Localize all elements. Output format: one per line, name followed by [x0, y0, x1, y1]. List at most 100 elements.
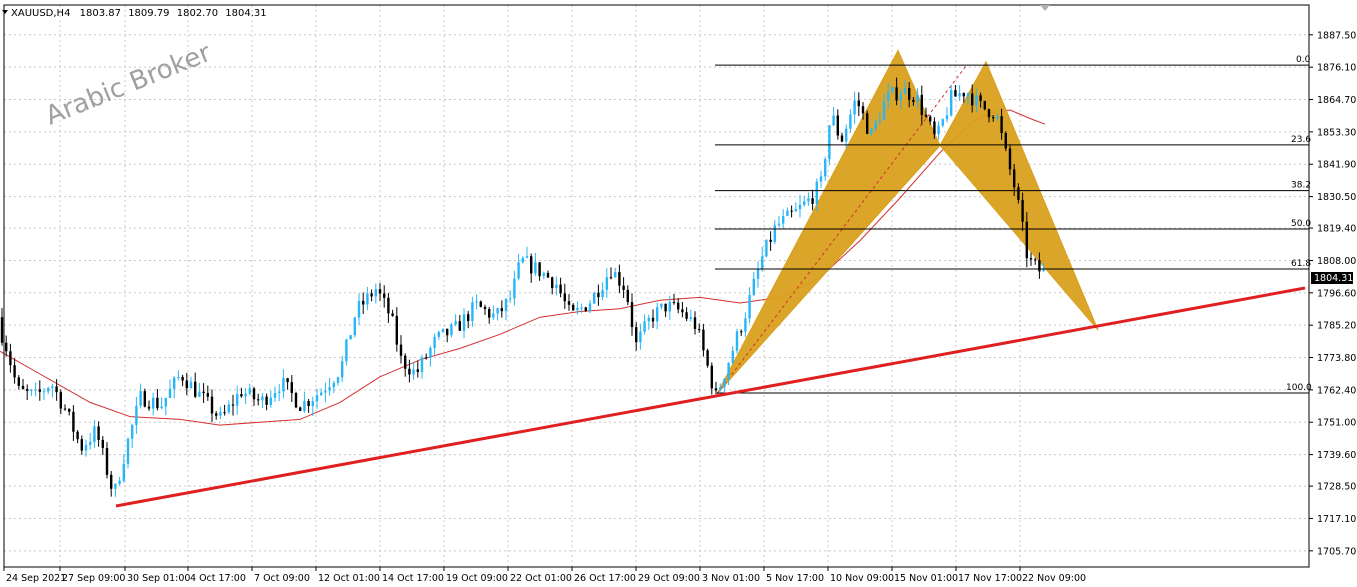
candle-body: [950, 90, 953, 116]
candle-body: [866, 113, 869, 134]
candle: [1008, 144, 1012, 176]
candle: [152, 392, 155, 416]
candle: [1025, 212, 1028, 268]
candle: [160, 397, 163, 410]
candle-body: [475, 301, 478, 303]
candle: [866, 110, 869, 135]
candle-body: [840, 135, 844, 142]
candle: [278, 383, 281, 402]
candle: [273, 386, 277, 402]
candle: [198, 382, 201, 398]
candle: [446, 328, 449, 343]
x-tick-label: 30 Sep 01:00: [127, 573, 190, 584]
candle: [908, 81, 911, 108]
candle-body: [714, 388, 718, 391]
candle: [353, 316, 356, 338]
candle: [588, 300, 592, 314]
candle-body: [861, 106, 865, 114]
candle-body: [261, 396, 264, 401]
candle-body: [26, 389, 29, 391]
candle: [248, 383, 251, 396]
candle-body: [34, 389, 37, 391]
support-trend-line[interactable]: [115, 286, 1306, 508]
candle: [601, 282, 604, 301]
candle-body: [72, 411, 75, 432]
candle: [546, 270, 550, 278]
harmonic-pattern[interactable]: [716, 49, 1099, 395]
candle: [454, 314, 457, 327]
candle-body: [656, 307, 659, 322]
candle-body: [559, 284, 562, 294]
candle: [899, 88, 902, 109]
candle: [244, 388, 247, 405]
candle: [618, 264, 621, 294]
candle-body: [63, 408, 67, 410]
candle: [504, 297, 508, 321]
candle-body: [1000, 116, 1003, 134]
candle-body: [383, 293, 386, 298]
trend-line[interactable]: [115, 286, 1306, 508]
y-tick-label: 1876.10: [1317, 63, 1356, 74]
candle: [252, 386, 256, 406]
candle: [357, 293, 361, 326]
candle-body: [962, 93, 965, 97]
candle-body: [987, 109, 991, 118]
candle: [118, 476, 121, 486]
header-close: 1804.31: [225, 8, 266, 19]
candle-body: [105, 447, 109, 475]
candle-body: [773, 225, 776, 242]
candle: [269, 390, 272, 408]
candle: [185, 372, 188, 396]
candle-body: [294, 393, 298, 408]
candle: [681, 301, 684, 318]
candle-body: [370, 293, 373, 297]
candle: [168, 379, 172, 399]
candle-body: [479, 301, 482, 307]
candle-body: [874, 121, 877, 129]
candle: [966, 92, 970, 105]
candle-body: [231, 404, 235, 406]
candle-body: [504, 298, 508, 312]
candle-body: [1008, 148, 1012, 170]
candle: [84, 439, 88, 457]
pattern-triangle-xab[interactable]: [716, 49, 941, 395]
candle-body: [954, 90, 957, 97]
fibonacci-retracement[interactable]: 0.0 23.6 38.2 50.0 61.8 100.0: [715, 55, 1312, 394]
candle: [177, 370, 180, 381]
candle: [110, 471, 113, 497]
candle-body: [983, 100, 986, 110]
candle-body: [584, 307, 587, 312]
candle: [202, 383, 205, 403]
candle: [689, 309, 692, 322]
candle-body: [21, 385, 25, 390]
candle-body: [185, 380, 188, 389]
candle: [622, 277, 625, 299]
fibo-level-label: 38.2: [1291, 181, 1311, 191]
candle: [752, 271, 755, 297]
y-tick-label: 1717.10: [1317, 514, 1356, 525]
candle: [765, 239, 768, 258]
candle: [761, 246, 764, 272]
y-tick-label: 1853.30: [1317, 127, 1356, 138]
candle: [437, 330, 440, 340]
candle: [475, 294, 478, 310]
candle-body: [156, 397, 159, 409]
price-axis[interactable]: 1887.50 1876.10 1864.70 1853.30 1841.90 1830.…: [1309, 30, 1356, 557]
chart-menu-triangle-icon[interactable]: [2, 10, 8, 14]
candle: [261, 393, 264, 408]
x-tick-label: 19 Oct 09:00: [446, 573, 508, 584]
candle-body: [895, 87, 898, 101]
chart-shift-icon[interactable]: [1040, 5, 1050, 11]
candle: [769, 231, 772, 251]
candle-body: [122, 463, 125, 481]
candle-body: [803, 201, 806, 205]
candle: [874, 119, 877, 132]
candle-body: [437, 331, 440, 337]
candle: [555, 276, 558, 296]
candle-body: [1021, 199, 1024, 222]
candle-body: [731, 350, 734, 364]
candle: [462, 308, 466, 339]
